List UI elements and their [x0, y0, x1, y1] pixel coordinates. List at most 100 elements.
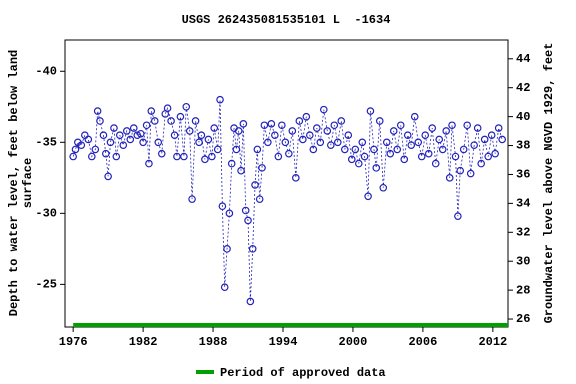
data-point — [106, 138, 115, 147]
data-point — [360, 152, 369, 161]
data-point — [220, 283, 229, 292]
legend-label: Period of approved data — [220, 366, 386, 380]
data-point — [382, 138, 391, 147]
x-tick-label: 2000 — [339, 335, 368, 349]
data-point — [157, 149, 166, 158]
data-point — [292, 174, 300, 182]
data-point — [244, 216, 252, 225]
data-point — [470, 141, 478, 149]
data-point — [364, 192, 372, 201]
data-point — [195, 138, 203, 147]
data-point — [110, 124, 118, 132]
y2-tick-label: 42 — [516, 81, 530, 95]
data-point — [248, 245, 257, 253]
data-point — [246, 297, 255, 306]
y2-tick-label: 34 — [516, 197, 530, 211]
y2-axis-label: Groundwater level above NGVD 1929, feet — [542, 43, 556, 324]
data-point — [456, 166, 465, 175]
data-point — [344, 131, 353, 139]
data-point — [370, 145, 378, 154]
data-point — [424, 149, 433, 158]
data-point — [445, 174, 454, 182]
data-point — [182, 102, 191, 111]
data-point — [223, 245, 231, 253]
data-point — [375, 117, 384, 125]
data-point — [354, 159, 363, 168]
data-point — [435, 135, 444, 144]
data-point — [487, 131, 496, 139]
y2-tick-label: 36 — [516, 168, 530, 182]
data-point — [115, 131, 124, 139]
data-point — [180, 152, 188, 161]
data-point — [69, 152, 77, 161]
data-point — [288, 127, 297, 135]
data-point — [264, 138, 272, 147]
data-point — [188, 195, 196, 203]
data-point — [201, 155, 209, 164]
data-point — [185, 127, 194, 135]
y-axis-label: surface — [21, 158, 35, 208]
data-point — [227, 159, 236, 168]
series-line — [72, 99, 503, 302]
data-point — [448, 121, 456, 130]
data-point — [71, 145, 80, 154]
data-point — [147, 107, 156, 115]
data-point — [234, 127, 243, 135]
y-tick-label: -35 — [35, 135, 57, 149]
data-point — [191, 117, 200, 125]
data-point — [451, 152, 460, 161]
data-point — [239, 120, 248, 128]
data-point — [403, 131, 412, 139]
data-point — [102, 149, 110, 158]
data-point — [326, 141, 335, 149]
data-point — [400, 155, 409, 164]
data-point — [285, 149, 293, 158]
data-point — [210, 124, 219, 132]
data-point — [414, 138, 423, 147]
data-point — [271, 131, 279, 139]
data-point — [407, 141, 416, 149]
data-point — [379, 183, 388, 192]
data-point — [358, 138, 367, 147]
data-point — [255, 195, 264, 203]
data-point — [218, 202, 227, 211]
data-point — [484, 152, 492, 161]
data-point — [309, 145, 318, 154]
data-point — [337, 117, 346, 125]
data-point — [491, 149, 499, 158]
data-point — [428, 124, 437, 132]
data-point — [260, 121, 269, 130]
plot-frame — [64, 39, 509, 328]
data-point — [225, 209, 234, 218]
x-tick-label: 1994 — [269, 335, 298, 349]
data-point — [163, 104, 172, 112]
x-tick-label: 1988 — [199, 335, 228, 349]
y2-tick-label: 44 — [516, 52, 530, 66]
data-point — [133, 131, 142, 139]
y2-tick-label: 30 — [516, 254, 530, 268]
data-point — [81, 131, 89, 139]
data-point — [241, 206, 250, 215]
data-point — [313, 124, 321, 132]
data-point — [170, 131, 179, 139]
y2-tick-label: 38 — [516, 139, 530, 153]
data-point — [274, 152, 283, 161]
x-tick-label: 2006 — [408, 335, 437, 349]
data-point — [477, 159, 485, 168]
data-point — [213, 145, 222, 154]
data-point — [216, 95, 224, 104]
data-point — [126, 135, 135, 144]
data-point — [77, 141, 86, 149]
data-point — [119, 141, 128, 149]
data-point — [88, 152, 96, 161]
data-point — [410, 112, 419, 121]
data-point — [84, 135, 93, 144]
data-point — [302, 112, 311, 121]
data-point — [208, 152, 216, 161]
data-point — [473, 124, 482, 132]
x-tick-label: 1982 — [129, 335, 158, 349]
chart-title: USGS 262435081535101 L -1634 — [182, 13, 391, 27]
data-point — [494, 124, 503, 132]
data-point — [176, 112, 185, 121]
data-point — [306, 131, 314, 139]
